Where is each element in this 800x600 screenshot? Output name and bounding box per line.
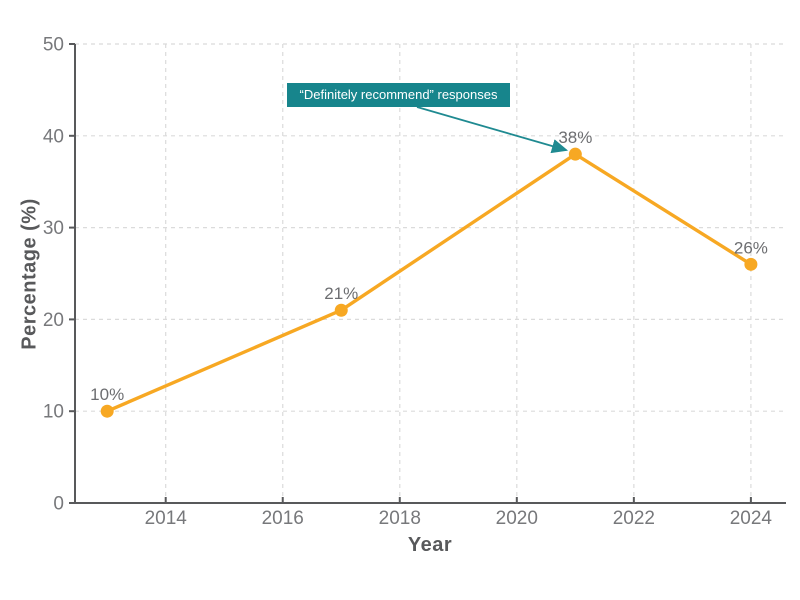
y-tick-label: 20 xyxy=(43,310,64,331)
x-tick-label: 2024 xyxy=(730,508,773,529)
x-tick-label: 2014 xyxy=(145,508,188,529)
y-tick-label: 50 xyxy=(43,35,64,56)
data-line xyxy=(105,152,753,413)
x-tick-label: 2022 xyxy=(613,508,655,529)
data-point-marker xyxy=(334,303,348,317)
y-tick-label: 10 xyxy=(43,402,64,423)
data-point-marker xyxy=(744,257,758,271)
y-tick-label: 30 xyxy=(43,218,64,239)
x-tick-label: 2020 xyxy=(496,508,538,529)
x-axis-title: Year xyxy=(407,534,453,556)
y-axis-title: Percentage (%) xyxy=(18,198,41,350)
data-point-label: 10% xyxy=(90,385,124,404)
annotation-arrow xyxy=(416,106,569,154)
y-tick-label: 0 xyxy=(53,494,64,515)
x-tick-label: 2018 xyxy=(379,508,421,529)
data-point-marker xyxy=(568,147,582,161)
data-point-label: 21% xyxy=(324,284,358,303)
x-tick-label: 2016 xyxy=(262,508,304,529)
y-tick-label: 40 xyxy=(43,126,64,147)
data-point-label: 26% xyxy=(734,238,768,257)
annotation-callout: “Definitely recommend” responses xyxy=(287,83,510,107)
data-point-marker xyxy=(100,404,114,418)
data-point-label: 38% xyxy=(558,128,592,147)
